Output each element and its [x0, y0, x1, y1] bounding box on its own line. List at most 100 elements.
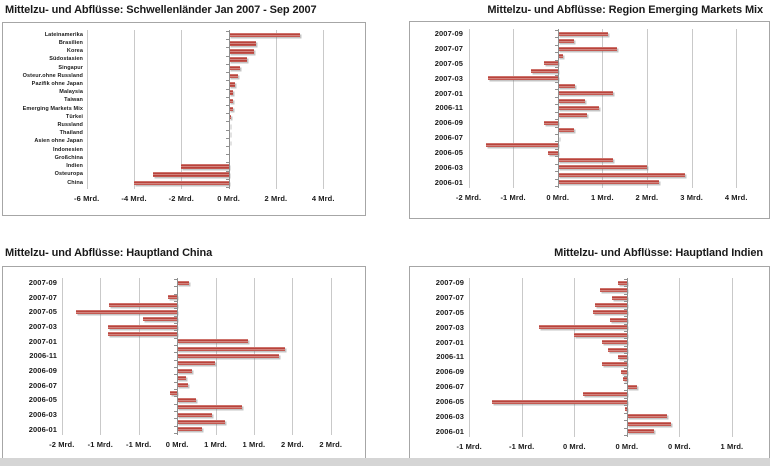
plot-gridline — [330, 278, 332, 435]
data-bar — [228, 41, 257, 46]
zero-axis-tick — [554, 186, 558, 187]
y-axis-category-label: 2007-05 — [435, 307, 464, 317]
zero-axis-tick — [174, 374, 178, 376]
data-bar — [177, 405, 242, 410]
data-bar — [142, 317, 178, 322]
plot-gridline — [134, 30, 135, 189]
zero-axis-tick — [623, 323, 627, 325]
y-axis-category-label: Großchina — [54, 154, 83, 161]
data-bar — [557, 53, 564, 59]
zero-axis-tick — [623, 360, 627, 362]
zero-axis-tick — [225, 187, 229, 188]
zero-axis-tick — [225, 154, 229, 156]
zero-axis-tick — [554, 59, 558, 61]
data-bar — [626, 429, 655, 434]
data-bar — [618, 354, 627, 360]
data-bar — [622, 377, 627, 382]
data-bar — [543, 120, 558, 125]
data-bar — [601, 362, 627, 367]
data-bar — [612, 295, 627, 300]
data-bar — [228, 114, 232, 120]
data-bar — [601, 340, 627, 345]
zero-axis-tick — [174, 381, 178, 383]
plot-gridline — [138, 278, 140, 435]
plot-gridline — [679, 278, 681, 437]
data-bar — [76, 309, 177, 315]
y-axis-category-label: 2006-01 — [434, 177, 463, 187]
data-bar — [228, 98, 233, 104]
zero-axis-tick — [225, 88, 229, 90]
zero-axis-tick — [623, 345, 627, 347]
y-axis-category-label: Singapur — [58, 64, 83, 71]
zero-axis-tick — [225, 80, 229, 82]
y-axis-category-label: 2007-01 — [435, 337, 464, 347]
x-axis-tick-label: -1 Mrd. — [500, 193, 526, 202]
zero-axis-tick — [554, 134, 558, 135]
plot-gridline — [731, 278, 733, 437]
data-bar — [177, 361, 215, 366]
data-bar — [607, 347, 627, 352]
data-bar — [228, 57, 248, 62]
data-bar — [228, 49, 255, 54]
y-axis-category-label: 2007-09 — [434, 29, 463, 39]
data-bar — [557, 105, 600, 111]
x-axis-tick-label: 0 Mrd. — [217, 194, 240, 203]
x-axis-tick-label: 3 Mrd. — [680, 193, 703, 202]
zero-axis-tick — [554, 44, 558, 46]
y-axis-category-label: Emerging Markets Mix — [22, 105, 83, 112]
plot-gridline — [574, 278, 576, 437]
data-bar — [618, 280, 627, 285]
chart-title-china: Mittelzu- und Abflüsse: Hauptland China — [5, 247, 213, 259]
y-axis-category-label: 2006-07 — [28, 380, 57, 390]
zero-axis-tick — [174, 345, 178, 346]
zero-axis-tick — [174, 389, 178, 390]
y-axis-category-label: Korea — [66, 48, 83, 55]
y-axis-category-label: Osteur.ohne Russland — [22, 72, 83, 79]
y-axis-category-label: Brasilien — [58, 39, 83, 46]
x-axis-tick-label: 0 Mrd. — [667, 442, 691, 451]
data-bar — [177, 280, 190, 285]
zero-axis-tick — [225, 162, 229, 164]
y-axis-category-label: 2006-03 — [28, 410, 57, 419]
zero-axis-tick — [174, 433, 178, 434]
y-axis-category-label: Asien ohne Japan — [34, 138, 83, 145]
y-axis-category-label: Malaysia — [59, 89, 83, 96]
x-axis-tick-label: 1 Mrd. — [590, 193, 614, 202]
data-bar — [177, 368, 192, 373]
data-bar — [624, 406, 627, 412]
zero-axis-tick — [623, 383, 627, 384]
data-bar — [177, 346, 285, 351]
zero-axis-tick — [623, 331, 627, 332]
y-axis-category-label: 2007-03 — [435, 322, 464, 332]
plot-gridline — [691, 29, 693, 188]
zero-axis-tick — [623, 435, 627, 436]
zero-axis-tick — [623, 375, 627, 377]
zero-axis-tick — [623, 397, 627, 399]
zero-axis-tick — [554, 163, 558, 165]
zero-axis-tick — [174, 293, 178, 295]
y-axis-category-label: 2007-05 — [28, 307, 57, 317]
zero-axis-line — [626, 278, 628, 437]
data-bar — [626, 421, 671, 426]
plot-gridline — [468, 29, 470, 188]
zero-axis-tick — [623, 353, 627, 355]
data-bar — [557, 83, 576, 88]
y-axis-category-label: 2006-09 — [28, 366, 57, 375]
data-bar — [492, 399, 627, 404]
zero-axis-tick — [554, 156, 558, 158]
zero-axis-tick — [174, 301, 178, 302]
data-bar — [134, 180, 229, 186]
x-axis-tick-label: -2 Mrd. — [49, 440, 75, 449]
y-axis-category-label: 2006-11 — [436, 352, 464, 362]
data-bar — [557, 46, 618, 51]
data-bar — [626, 414, 667, 419]
data-bar — [177, 383, 188, 388]
zero-axis-tick — [554, 126, 558, 128]
y-axis-category-label: Pazifik ohne Japan — [31, 81, 83, 87]
y-axis-category-label: Taiwan — [64, 97, 83, 104]
data-bar — [170, 390, 178, 395]
x-axis-tick-label: -4 Mrd. — [121, 194, 147, 203]
plot-gridline — [275, 30, 277, 189]
y-axis-category-label: Thailand — [59, 130, 83, 137]
